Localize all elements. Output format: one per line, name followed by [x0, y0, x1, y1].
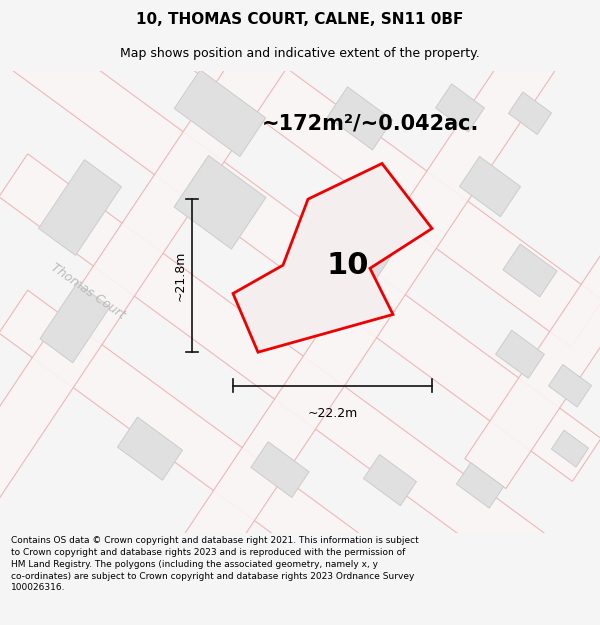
Polygon shape [251, 442, 309, 498]
Polygon shape [508, 92, 551, 134]
Text: 10: 10 [326, 251, 368, 281]
Polygon shape [457, 462, 503, 508]
Text: Map shows position and indicative extent of the property.: Map shows position and indicative extent… [120, 47, 480, 60]
Polygon shape [0, 29, 293, 574]
Polygon shape [174, 156, 266, 249]
Polygon shape [118, 417, 182, 480]
Polygon shape [465, 115, 600, 489]
Polygon shape [178, 29, 563, 574]
Polygon shape [175, 70, 266, 156]
Polygon shape [460, 156, 521, 217]
Polygon shape [503, 244, 557, 297]
Polygon shape [233, 164, 432, 352]
Polygon shape [548, 364, 592, 407]
Polygon shape [0, 0, 600, 348]
Polygon shape [304, 203, 397, 296]
Polygon shape [0, 154, 600, 618]
Text: ~172m²/~0.042ac.: ~172m²/~0.042ac. [262, 114, 479, 134]
Text: ~22.2m: ~22.2m [307, 407, 358, 420]
Text: Contains OS data © Crown copyright and database right 2021. This information is : Contains OS data © Crown copyright and d… [11, 536, 419, 592]
Polygon shape [40, 283, 110, 362]
Polygon shape [551, 430, 589, 467]
Text: Thomas Court: Thomas Court [49, 261, 128, 322]
Polygon shape [436, 84, 484, 132]
Text: 10, THOMAS COURT, CALNE, SN11 0BF: 10, THOMAS COURT, CALNE, SN11 0BF [136, 12, 464, 28]
Text: ~21.8m: ~21.8m [173, 251, 187, 301]
Polygon shape [38, 159, 121, 256]
Polygon shape [364, 454, 416, 506]
Polygon shape [496, 330, 544, 378]
Polygon shape [328, 87, 392, 150]
Polygon shape [0, 290, 600, 625]
Polygon shape [0, 18, 600, 481]
